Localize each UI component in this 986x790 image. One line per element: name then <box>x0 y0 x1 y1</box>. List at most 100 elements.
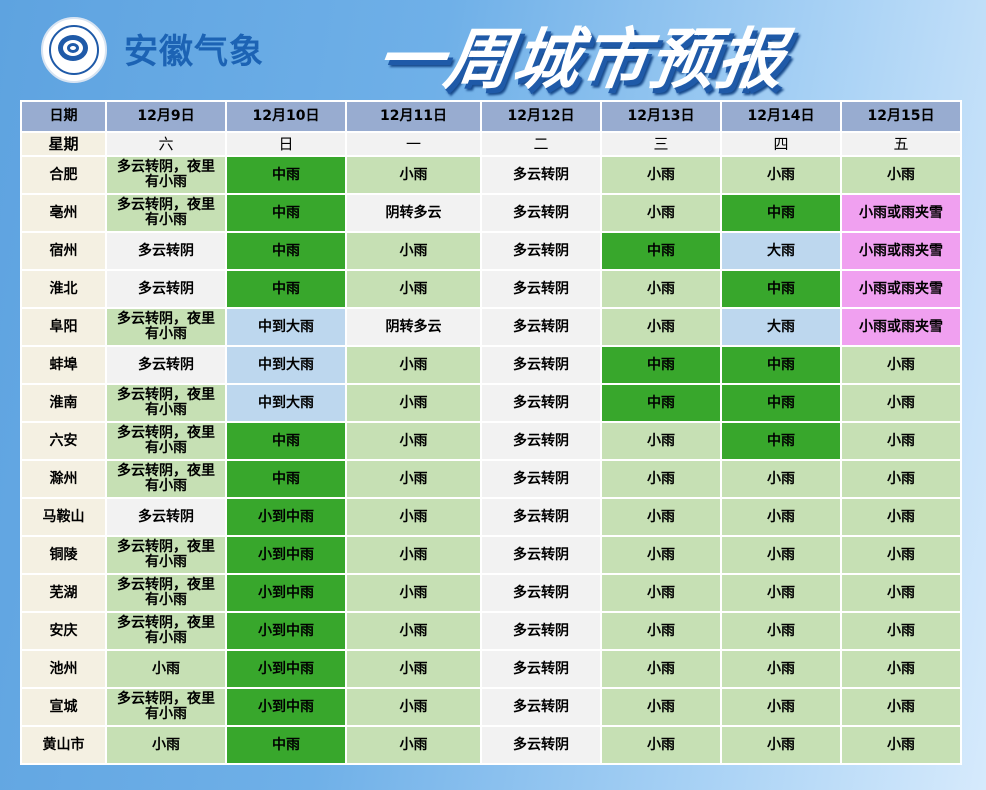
city-name: 黄山市 <box>20 725 107 765</box>
table-row: 亳州 多云转阴，夜里有小雨 中雨 阴转多云 多云转阴 小雨 中雨 小雨或雨夹雪 <box>20 193 962 233</box>
forecast-cell: 小雨 <box>345 535 482 575</box>
city-name: 芜湖 <box>20 573 107 613</box>
anhui-meteorological-bureau-logo <box>41 17 107 83</box>
forecast-cell: 多云转阴 <box>480 535 602 575</box>
city-name: 池州 <box>20 649 107 689</box>
forecast-cell: 多云转阴 <box>105 269 227 309</box>
forecast-cell: 多云转阴，夜里有小雨 <box>105 611 227 651</box>
table-row: 阜阳 多云转阴，夜里有小雨 中到大雨 阴转多云 多云转阴 小雨 大雨 小雨或雨夹雪 <box>20 307 962 347</box>
weekday-cell: 六 <box>105 131 227 157</box>
brand-name: 安徽气象 <box>124 32 264 72</box>
forecast-cell: 小到中雨 <box>225 649 347 689</box>
forecast-cell: 中到大雨 <box>225 345 347 385</box>
forecast-cell: 多云转阴 <box>105 345 227 385</box>
table-row: 淮北 多云转阴 中雨 小雨 多云转阴 小雨 中雨 小雨或雨夹雪 <box>20 269 962 309</box>
table-row: 池州 小雨 小到中雨 小雨 多云转阴 小雨 小雨 小雨 <box>20 649 962 689</box>
page-title: 一周城市预报 <box>371 21 791 98</box>
table-row: 马鞍山 多云转阴 小到中雨 小雨 多云转阴 小雨 小雨 小雨 <box>20 497 962 537</box>
forecast-cell: 多云转阴 <box>480 269 602 309</box>
table-row: 铜陵 多云转阴，夜里有小雨 小到中雨 小雨 多云转阴 小雨 小雨 小雨 <box>20 535 962 575</box>
weekday-cell: 四 <box>720 131 842 157</box>
forecast-cell: 多云转阴 <box>480 193 602 233</box>
forecast-cell: 小雨 <box>345 383 482 423</box>
forecast-cell: 小雨 <box>600 269 722 309</box>
weekday-label: 星期 <box>20 131 107 157</box>
forecast-cell: 多云转阴 <box>480 573 602 613</box>
forecast-cell: 多云转阴 <box>480 307 602 347</box>
forecast-cell: 中雨 <box>600 231 722 271</box>
weekday-cell: 五 <box>840 131 962 157</box>
table-row: 宿州 多云转阴 中雨 小雨 多云转阴 中雨 大雨 小雨或雨夹雪 <box>20 231 962 271</box>
forecast-cell: 多云转阴，夜里有小雨 <box>105 459 227 499</box>
date-header: 12月11日 <box>345 100 482 133</box>
forecast-cell: 小雨 <box>600 459 722 499</box>
forecast-cell: 小雨 <box>600 421 722 461</box>
forecast-cell: 多云转阴，夜里有小雨 <box>105 687 227 727</box>
forecast-cell: 小雨 <box>600 193 722 233</box>
forecast-cell: 多云转阴，夜里有小雨 <box>105 383 227 423</box>
forecast-cell: 中雨 <box>225 725 347 765</box>
forecast-cell: 中雨 <box>720 383 842 423</box>
city-name: 六安 <box>20 421 107 461</box>
forecast-cell: 小雨 <box>840 649 962 689</box>
date-label: 日期 <box>20 100 107 133</box>
forecast-cell: 中雨 <box>225 193 347 233</box>
forecast-cell: 中雨 <box>225 421 347 461</box>
forecast-cell: 中雨 <box>225 231 347 271</box>
forecast-cell: 多云转阴 <box>480 497 602 537</box>
forecast-cell: 多云转阴，夜里有小雨 <box>105 573 227 613</box>
forecast-cell: 多云转阴 <box>480 725 602 765</box>
forecast-cell: 小雨 <box>600 307 722 347</box>
table-row: 淮南 多云转阴，夜里有小雨 中到大雨 小雨 多云转阴 中雨 中雨 小雨 <box>20 383 962 423</box>
forecast-cell: 小雨 <box>840 725 962 765</box>
forecast-cell: 中雨 <box>720 193 842 233</box>
forecast-cell: 多云转阴 <box>105 231 227 271</box>
forecast-cell: 中雨 <box>225 155 347 195</box>
forecast-cell: 小雨 <box>600 725 722 765</box>
forecast-cell: 多云转阴 <box>480 611 602 651</box>
forecast-cell: 小雨 <box>600 649 722 689</box>
forecast-cell: 小雨 <box>345 649 482 689</box>
forecast-cell: 中雨 <box>720 345 842 385</box>
forecast-cell: 多云转阴，夜里有小雨 <box>105 307 227 347</box>
forecast-cell: 小雨 <box>345 155 482 195</box>
city-name: 淮北 <box>20 269 107 309</box>
forecast-cell: 阴转多云 <box>345 193 482 233</box>
forecast-cell: 小雨 <box>345 269 482 309</box>
forecast-cell: 大雨 <box>720 231 842 271</box>
weekday-cell: 二 <box>480 131 602 157</box>
date-header: 12月15日 <box>840 100 962 133</box>
forecast-cell: 小雨 <box>840 573 962 613</box>
forecast-cell: 多云转阴，夜里有小雨 <box>105 535 227 575</box>
forecast-cell: 中雨 <box>600 383 722 423</box>
forecast-cell: 小到中雨 <box>225 497 347 537</box>
forecast-cell: 小雨 <box>840 155 962 195</box>
forecast-cell: 小雨 <box>840 459 962 499</box>
city-name: 铜陵 <box>20 535 107 575</box>
city-name: 马鞍山 <box>20 497 107 537</box>
forecast-cell: 小雨 <box>600 155 722 195</box>
forecast-cell: 多云转阴，夜里有小雨 <box>105 421 227 461</box>
weekday-cell: 一 <box>345 131 482 157</box>
forecast-cell: 多云转阴 <box>480 155 602 195</box>
forecast-cell: 小雨 <box>840 421 962 461</box>
weekday-cell: 日 <box>225 131 347 157</box>
forecast-cell: 小雨 <box>345 231 482 271</box>
forecast-cell: 大雨 <box>720 307 842 347</box>
forecast-cell: 小雨 <box>720 611 842 651</box>
forecast-cell: 小雨 <box>720 573 842 613</box>
forecast-cell: 小到中雨 <box>225 687 347 727</box>
table-row: 六安 多云转阴，夜里有小雨 中雨 小雨 多云转阴 小雨 中雨 小雨 <box>20 421 962 461</box>
city-name: 安庆 <box>20 611 107 651</box>
weekly-forecast-table: 日期 12月9日 12月10日 12月11日 12月12日 12月13日 12月14日 12月… <box>20 100 962 765</box>
forecast-cell: 多云转阴 <box>480 231 602 271</box>
forecast-cell: 中到大雨 <box>225 307 347 347</box>
forecast-cell: 中雨 <box>225 269 347 309</box>
forecast-cell: 小雨 <box>600 573 722 613</box>
table-row: 滁州 多云转阴，夜里有小雨 中雨 小雨 多云转阴 小雨 小雨 小雨 <box>20 459 962 499</box>
forecast-cell: 小雨 <box>720 687 842 727</box>
city-name: 宣城 <box>20 687 107 727</box>
city-name: 淮南 <box>20 383 107 423</box>
forecast-cell: 小到中雨 <box>225 573 347 613</box>
forecast-cell: 小雨 <box>600 535 722 575</box>
